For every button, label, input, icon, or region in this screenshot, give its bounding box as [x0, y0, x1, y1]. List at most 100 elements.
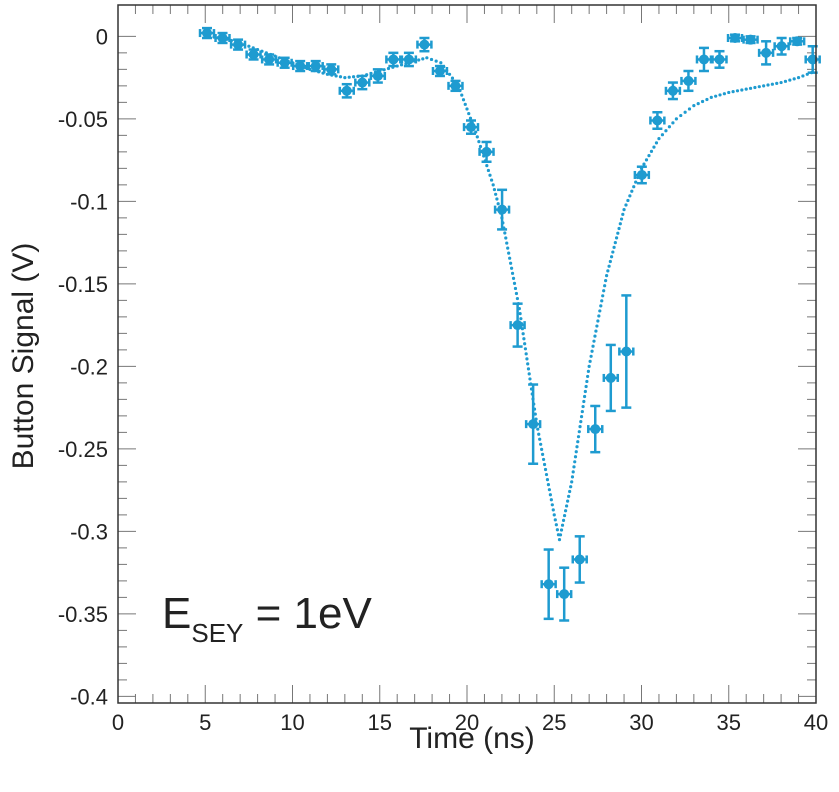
data-point: [680, 69, 697, 93]
model-curve-dot: [572, 465, 576, 469]
model-curve-dot: [602, 289, 606, 293]
model-curve-dot: [513, 286, 518, 291]
data-marker: [590, 424, 601, 435]
model-curve-dot: [541, 457, 546, 462]
data-marker: [730, 33, 741, 44]
x-axis-label: Time (ns): [409, 722, 535, 755]
model-curve-dot: [582, 399, 586, 404]
data-point: [276, 56, 293, 69]
model-curve-dot: [604, 279, 608, 283]
model-curve-dot: [775, 81, 779, 85]
model-curve-dot: [757, 85, 761, 89]
data-point: [291, 59, 309, 73]
model-curve-dot: [523, 347, 528, 351]
model-curve-dot: [477, 140, 481, 144]
data-point: [757, 40, 775, 66]
data-marker: [574, 554, 585, 565]
model-curve-dot: [632, 185, 636, 189]
model-curve-dot: [523, 342, 527, 346]
data-marker: [434, 66, 445, 77]
model-curve-dot: [495, 197, 499, 201]
data-marker: [761, 47, 772, 58]
model-curve-dot: [417, 58, 421, 62]
model-curve-dot: [468, 116, 473, 120]
data-point: [618, 294, 635, 409]
model-curve-dot: [508, 256, 512, 260]
model-curve-dot: [542, 462, 547, 467]
y-tick-labels: 0 -0.05 -0.1 -0.15 -0.2 -0.25 -0.3 -0.35 -0.4: [58, 24, 108, 709]
x-tick-label: 20: [455, 710, 479, 735]
data-point: [260, 53, 278, 66]
data-point: [788, 36, 806, 47]
data-marker: [528, 419, 539, 430]
data-point: [214, 31, 231, 45]
model-curve-dot: [580, 409, 584, 414]
data-point: [323, 63, 340, 76]
model-curve-dot: [667, 125, 672, 129]
model-curve-dot: [762, 84, 766, 88]
data-point: [447, 79, 464, 93]
plot-frame: [117, 4, 817, 704]
data-point: [338, 82, 355, 99]
y-axis-label: Button Signal (V): [7, 243, 40, 470]
data-marker: [357, 77, 368, 88]
model-curve-dot: [585, 379, 589, 384]
model-curve-dot: [538, 437, 542, 441]
model-curve-dot: [589, 354, 593, 358]
model-curve-dot: [583, 389, 587, 394]
y-tick-label: -0.2: [70, 354, 108, 379]
model-curve-dot: [617, 226, 621, 231]
y-tick-label: -0.25: [58, 437, 108, 462]
model-curve-dot: [624, 203, 628, 207]
model-curve-dot: [664, 129, 668, 133]
model-curve-dot: [801, 74, 805, 78]
data-marker: [714, 54, 725, 65]
model-curve-dot: [527, 372, 531, 376]
data-marker: [621, 346, 632, 357]
model-curve-dot: [526, 367, 531, 371]
model-curve-dot: [587, 364, 591, 368]
model-curve-dot: [478, 144, 483, 149]
y-tick-label: -0.05: [58, 107, 108, 132]
data-point: [245, 48, 262, 61]
model-curve-dot: [575, 445, 579, 449]
model-curve-dot: [503, 231, 507, 235]
model-curve-dot: [338, 75, 343, 79]
model-curve-dot: [593, 334, 597, 338]
data-point: [602, 343, 620, 413]
model-curve-dot: [506, 246, 510, 250]
annotation-rest: = 1eV: [243, 589, 372, 638]
data-point: [493, 188, 511, 231]
data-point: [307, 59, 324, 73]
model-curve-dot: [705, 97, 709, 102]
model-curve-dot: [598, 309, 602, 313]
model-curve-dot: [559, 528, 564, 532]
model-curve-dot: [447, 72, 452, 76]
data-point: [804, 45, 821, 74]
data-marker: [497, 204, 508, 215]
model-curve-dot: [553, 518, 557, 522]
model-curve-dot: [505, 241, 509, 245]
model-curve-dot: [606, 269, 610, 273]
model-curve-dot: [611, 250, 615, 254]
model-curve-dot: [504, 236, 508, 240]
model-curve-dot: [753, 85, 757, 90]
model-curve-dot: [592, 339, 596, 343]
model-curve-dot: [536, 427, 540, 431]
model-curve-dot: [386, 66, 391, 71]
model-curve-dot: [597, 314, 601, 318]
model-curve-dot: [450, 76, 455, 80]
model-curve-dot: [434, 59, 438, 63]
model-curve-dot: [494, 192, 498, 196]
data-point: [400, 51, 418, 68]
model-curve-dot: [649, 149, 654, 153]
model-curve-dot: [560, 523, 565, 527]
y-tick-label: -0.1: [70, 189, 108, 214]
model-curve-dot: [601, 294, 605, 298]
model-curve-dot: [766, 83, 770, 87]
data-point: [354, 74, 371, 91]
data-marker: [279, 57, 290, 68]
data-marker: [652, 115, 663, 126]
model-curve-dot: [671, 121, 675, 125]
x-tick-label: 30: [629, 710, 653, 735]
